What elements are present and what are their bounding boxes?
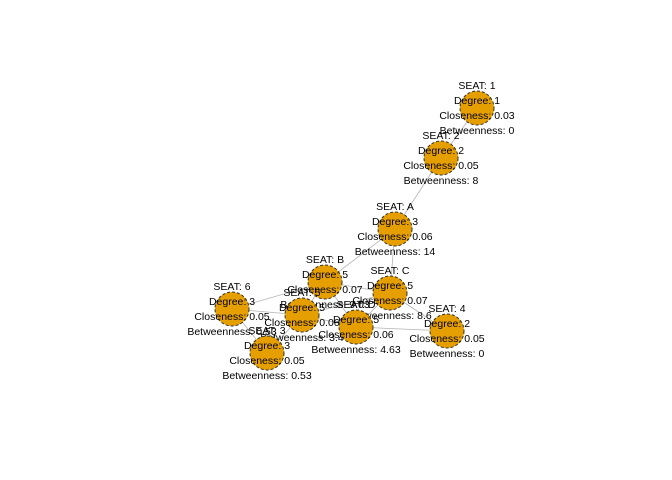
node-degree-label: Degree: 5 [333, 314, 379, 326]
node-closeness-label: Closeness: 0.07 [352, 295, 427, 307]
node-3: SEAT: 3 Degree: 3 Closeness: 0.05 Betweenne… [222, 325, 311, 382]
node-4: SEAT: 4 Degree: 2 Closeness: 0.05 Betweenne… [409, 303, 484, 360]
node-betweenness-label: Betweenness: 0.53 [187, 326, 276, 338]
node-closeness-label: Closeness: 0.06 [318, 329, 393, 341]
node-1: SEAT: 1 Degree: 1 Closeness: 0.03 Betweenne… [439, 80, 514, 137]
node-circle-1 [459, 90, 495, 126]
node-circle-4 [429, 313, 465, 349]
node-circle-D [338, 309, 374, 345]
node-betweenness-label: Betweenness: 0 [440, 125, 515, 137]
node-5: SEAT: 5 Degree: 5 Closeness: 0.06 Betweenne… [260, 287, 344, 344]
node-circle-A [377, 211, 413, 247]
node-D: SEAT: D Degree: 5 Closeness: 0.06 Betweenne… [311, 299, 400, 356]
node-betweenness-label: Betweenness: 4.63 [311, 344, 400, 356]
node-closeness-label: Closeness: 0.06 [264, 317, 339, 329]
node-degree-label: Degree: 5 [302, 269, 348, 281]
node-seat-label: SEAT: D [337, 299, 376, 311]
node-circle-5 [284, 297, 320, 333]
node-betweenness-label: Betweenness: 8 [404, 175, 479, 187]
node-betweenness-label: Betweenness: 14 [355, 246, 436, 258]
node-degree-label: Degree: 2 [418, 145, 464, 157]
node-degree-label: Degree: 5 [279, 302, 325, 314]
node-closeness-label: Closeness: 0.05 [229, 355, 304, 367]
node-seat-label: SEAT: 1 [458, 80, 495, 92]
node-seat-label: SEAT: 3 [248, 325, 285, 337]
node-degree-label: Degree: 3 [209, 296, 255, 308]
node-circle-6 [214, 291, 250, 327]
node-seat-label: SEAT: A [376, 201, 414, 213]
node-closeness-label: Closeness: 0.05 [409, 333, 484, 345]
node-layer: SEAT: 1 Degree: 1 Closeness: 0.03 Betweenne… [187, 80, 514, 382]
node-circle-2 [423, 140, 459, 176]
node-betweenness-label: Betweenness: 3.4 [260, 332, 344, 344]
node-A: SEAT: A Degree: 3 Closeness: 0.06 Betweenne… [355, 201, 436, 258]
node-betweenness-label: Betweenness: 0 [410, 348, 485, 360]
node-seat-label: SEAT: 5 [283, 287, 320, 299]
node-closeness-label: Closeness: 0.05 [403, 160, 478, 172]
node-closeness-label: Closeness: 0.06 [357, 231, 432, 243]
node-seat-label: SEAT: 2 [422, 130, 459, 142]
node-closeness-label: Closeness: 0.03 [439, 110, 514, 122]
node-circle-C [372, 275, 408, 311]
node-seat-label: SEAT: 6 [213, 281, 250, 293]
node-2: SEAT: 2 Degree: 2 Closeness: 0.05 Betweenne… [403, 130, 478, 187]
node-seat-label: SEAT: 4 [428, 303, 465, 315]
node-degree-label: Degree: 3 [244, 340, 290, 352]
node-circle-B [307, 264, 343, 300]
node-betweenness-label: Betweenness: 0.53 [222, 370, 311, 382]
node-closeness-label: Closeness: 0.07 [287, 284, 362, 296]
node-seat-label: SEAT: B [306, 254, 344, 266]
node-seat-label: SEAT: C [371, 265, 410, 277]
node-6: SEAT: 6 Degree: 3 Closeness: 0.05 Betweenne… [187, 281, 276, 338]
node-degree-label: Degree: 3 [372, 216, 418, 228]
node-degree-label: Degree: 2 [424, 318, 470, 330]
node-degree-label: Degree: 1 [454, 95, 500, 107]
node-degree-label: Degree: 5 [367, 280, 413, 292]
node-closeness-label: Closeness: 0.05 [194, 311, 269, 323]
node-circle-3 [249, 335, 285, 371]
